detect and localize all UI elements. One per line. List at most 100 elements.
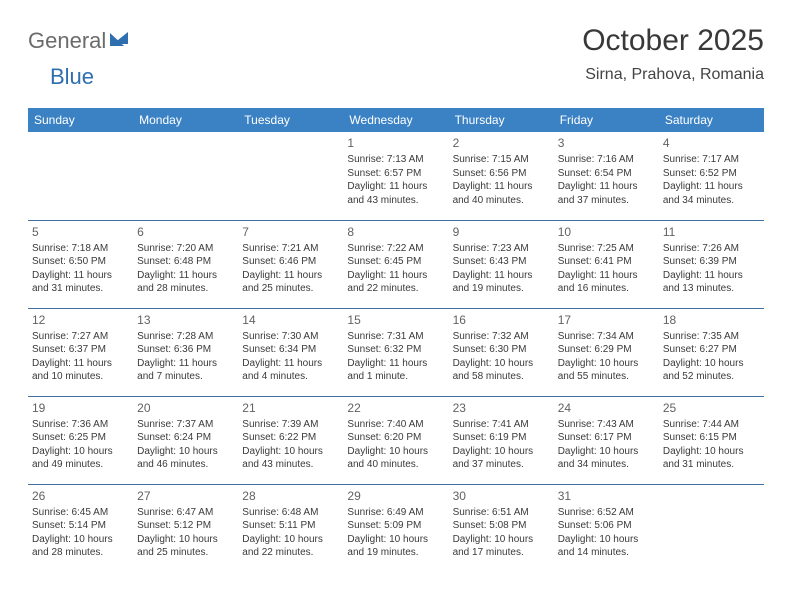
calendar-day-cell: 29Sunrise: 6:49 AMSunset: 5:09 PMDayligh… xyxy=(343,484,448,572)
day-number: 1 xyxy=(347,135,444,151)
sunset-text: Sunset: 6:43 PM xyxy=(453,255,550,269)
day-number: 18 xyxy=(663,312,760,328)
sunrise-text: Sunrise: 6:49 AM xyxy=(347,506,444,520)
daylight-text: Daylight: 11 hours and 7 minutes. xyxy=(137,357,234,384)
calendar-day-cell: 13Sunrise: 7:28 AMSunset: 6:36 PMDayligh… xyxy=(133,308,238,396)
daylight-text: Daylight: 10 hours and 31 minutes. xyxy=(663,445,760,472)
daylight-text: Daylight: 10 hours and 58 minutes. xyxy=(453,357,550,384)
daylight-text: Daylight: 10 hours and 22 minutes. xyxy=(242,533,339,560)
triangle-icon xyxy=(110,30,130,51)
day-number: 15 xyxy=(347,312,444,328)
weekday-header: Sunday xyxy=(28,108,133,132)
calendar-day-cell: 7Sunrise: 7:21 AMSunset: 6:46 PMDaylight… xyxy=(238,220,343,308)
sunset-text: Sunset: 6:17 PM xyxy=(558,431,655,445)
sunset-text: Sunset: 6:30 PM xyxy=(453,343,550,357)
sunrise-text: Sunrise: 7:20 AM xyxy=(137,242,234,256)
calendar-table: Sunday Monday Tuesday Wednesday Thursday… xyxy=(28,108,764,572)
calendar-day-cell: 17Sunrise: 7:34 AMSunset: 6:29 PMDayligh… xyxy=(554,308,659,396)
daylight-text: Daylight: 10 hours and 40 minutes. xyxy=(347,445,444,472)
sunset-text: Sunset: 6:36 PM xyxy=(137,343,234,357)
calendar-day-cell: 18Sunrise: 7:35 AMSunset: 6:27 PMDayligh… xyxy=(659,308,764,396)
calendar-day-cell: 28Sunrise: 6:48 AMSunset: 5:11 PMDayligh… xyxy=(238,484,343,572)
sunset-text: Sunset: 6:48 PM xyxy=(137,255,234,269)
sunset-text: Sunset: 6:37 PM xyxy=(32,343,129,357)
daylight-text: Daylight: 11 hours and 10 minutes. xyxy=(32,357,129,384)
calendar-day-cell: 27Sunrise: 6:47 AMSunset: 5:12 PMDayligh… xyxy=(133,484,238,572)
sunrise-text: Sunrise: 7:27 AM xyxy=(32,330,129,344)
day-number: 10 xyxy=(558,224,655,240)
sunset-text: Sunset: 6:20 PM xyxy=(347,431,444,445)
calendar-page: General October 2025 Sirna, Prahova, Rom… xyxy=(0,0,792,582)
day-number: 7 xyxy=(242,224,339,240)
sunset-text: Sunset: 6:27 PM xyxy=(663,343,760,357)
day-number: 17 xyxy=(558,312,655,328)
calendar-day-cell: 26Sunrise: 6:45 AMSunset: 5:14 PMDayligh… xyxy=(28,484,133,572)
daylight-text: Daylight: 10 hours and 37 minutes. xyxy=(453,445,550,472)
calendar-day-cell: 21Sunrise: 7:39 AMSunset: 6:22 PMDayligh… xyxy=(238,396,343,484)
sunrise-text: Sunrise: 7:16 AM xyxy=(558,153,655,167)
calendar-day-cell: 20Sunrise: 7:37 AMSunset: 6:24 PMDayligh… xyxy=(133,396,238,484)
daylight-text: Daylight: 11 hours and 13 minutes. xyxy=(663,269,760,296)
calendar-day-cell: 12Sunrise: 7:27 AMSunset: 6:37 PMDayligh… xyxy=(28,308,133,396)
calendar-day-cell: 19Sunrise: 7:36 AMSunset: 6:25 PMDayligh… xyxy=(28,396,133,484)
calendar-week-row: 12Sunrise: 7:27 AMSunset: 6:37 PMDayligh… xyxy=(28,308,764,396)
daylight-text: Daylight: 11 hours and 37 minutes. xyxy=(558,180,655,207)
sunset-text: Sunset: 6:39 PM xyxy=(663,255,760,269)
sunset-text: Sunset: 6:52 PM xyxy=(663,167,760,181)
calendar-day-cell: 31Sunrise: 6:52 AMSunset: 5:06 PMDayligh… xyxy=(554,484,659,572)
calendar-day-cell: 8Sunrise: 7:22 AMSunset: 6:45 PMDaylight… xyxy=(343,220,448,308)
sunset-text: Sunset: 6:32 PM xyxy=(347,343,444,357)
daylight-text: Daylight: 11 hours and 25 minutes. xyxy=(242,269,339,296)
daylight-text: Daylight: 10 hours and 34 minutes. xyxy=(558,445,655,472)
daylight-text: Daylight: 11 hours and 16 minutes. xyxy=(558,269,655,296)
day-number: 26 xyxy=(32,488,129,504)
daylight-text: Daylight: 11 hours and 43 minutes. xyxy=(347,180,444,207)
sunset-text: Sunset: 6:34 PM xyxy=(242,343,339,357)
title-block: October 2025 Sirna, Prahova, Romania xyxy=(582,24,764,84)
calendar-day-cell: 14Sunrise: 7:30 AMSunset: 6:34 PMDayligh… xyxy=(238,308,343,396)
day-number: 2 xyxy=(453,135,550,151)
calendar-day-cell: 10Sunrise: 7:25 AMSunset: 6:41 PMDayligh… xyxy=(554,220,659,308)
sunset-text: Sunset: 5:06 PM xyxy=(558,519,655,533)
daylight-text: Daylight: 11 hours and 1 minute. xyxy=(347,357,444,384)
weekday-header: Thursday xyxy=(449,108,554,132)
sunset-text: Sunset: 6:46 PM xyxy=(242,255,339,269)
sunrise-text: Sunrise: 7:34 AM xyxy=(558,330,655,344)
sunrise-text: Sunrise: 7:43 AM xyxy=(558,418,655,432)
sunrise-text: Sunrise: 7:37 AM xyxy=(137,418,234,432)
sunrise-text: Sunrise: 7:32 AM xyxy=(453,330,550,344)
weekday-header: Wednesday xyxy=(343,108,448,132)
sunrise-text: Sunrise: 6:52 AM xyxy=(558,506,655,520)
day-number: 5 xyxy=(32,224,129,240)
daylight-text: Daylight: 11 hours and 34 minutes. xyxy=(663,180,760,207)
calendar-day-cell: 11Sunrise: 7:26 AMSunset: 6:39 PMDayligh… xyxy=(659,220,764,308)
calendar-day-cell: 9Sunrise: 7:23 AMSunset: 6:43 PMDaylight… xyxy=(449,220,554,308)
daylight-text: Daylight: 11 hours and 40 minutes. xyxy=(453,180,550,207)
sunset-text: Sunset: 6:19 PM xyxy=(453,431,550,445)
sunset-text: Sunset: 6:29 PM xyxy=(558,343,655,357)
day-number: 21 xyxy=(242,400,339,416)
location-text: Sirna, Prahova, Romania xyxy=(582,66,764,84)
sunset-text: Sunset: 5:11 PM xyxy=(242,519,339,533)
sunrise-text: Sunrise: 6:47 AM xyxy=(137,506,234,520)
calendar-day-cell: 30Sunrise: 6:51 AMSunset: 5:08 PMDayligh… xyxy=(449,484,554,572)
daylight-text: Daylight: 11 hours and 28 minutes. xyxy=(137,269,234,296)
sunrise-text: Sunrise: 7:23 AM xyxy=(453,242,550,256)
calendar-day-cell xyxy=(28,132,133,220)
sunrise-text: Sunrise: 7:13 AM xyxy=(347,153,444,167)
sunset-text: Sunset: 5:09 PM xyxy=(347,519,444,533)
sunrise-text: Sunrise: 7:36 AM xyxy=(32,418,129,432)
calendar-week-row: 26Sunrise: 6:45 AMSunset: 5:14 PMDayligh… xyxy=(28,484,764,572)
daylight-text: Daylight: 10 hours and 46 minutes. xyxy=(137,445,234,472)
sunset-text: Sunset: 5:08 PM xyxy=(453,519,550,533)
sunrise-text: Sunrise: 7:30 AM xyxy=(242,330,339,344)
sunset-text: Sunset: 5:12 PM xyxy=(137,519,234,533)
day-number: 20 xyxy=(137,400,234,416)
sunrise-text: Sunrise: 7:17 AM xyxy=(663,153,760,167)
day-number: 23 xyxy=(453,400,550,416)
day-number: 24 xyxy=(558,400,655,416)
weekday-header: Monday xyxy=(133,108,238,132)
day-number: 31 xyxy=(558,488,655,504)
sunrise-text: Sunrise: 7:31 AM xyxy=(347,330,444,344)
sunset-text: Sunset: 5:14 PM xyxy=(32,519,129,533)
